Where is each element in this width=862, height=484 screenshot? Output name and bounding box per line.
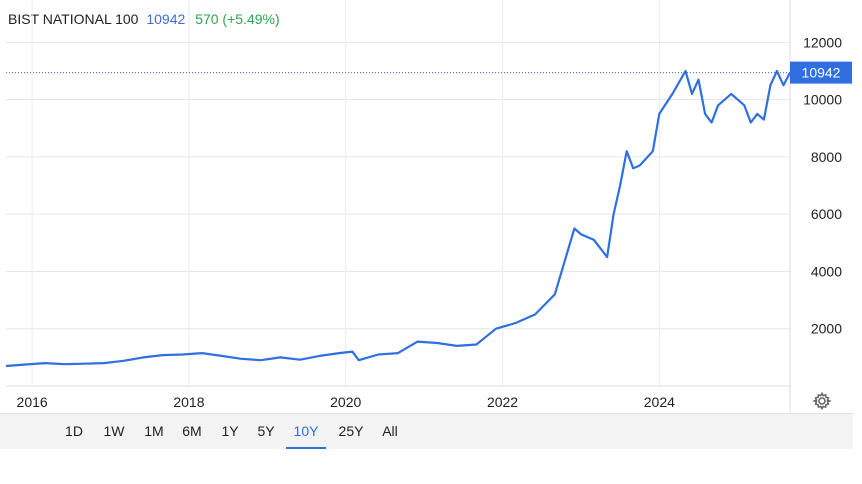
range-button-all[interactable]: All: [382, 423, 398, 439]
price-change: 570 (+5.49%): [195, 11, 280, 27]
gridlines: [6, 0, 791, 413]
y-axis-ticks: 2000 4000 6000 8000 10000 12000: [803, 34, 842, 336]
y-tick-label: 8000: [811, 149, 842, 165]
range-button-1d[interactable]: 1D: [65, 423, 83, 439]
x-axis-ticks: 2016 2018 2020 2022 2024: [17, 394, 676, 410]
x-tick-label: 2022: [487, 394, 518, 410]
y-tick-label: 4000: [811, 263, 842, 279]
chart-header: BIST NATIONAL 100 10942 570 (+5.49%): [8, 11, 280, 27]
y-tick-label: 2000: [811, 321, 842, 337]
last-price: 10942: [146, 11, 186, 27]
x-tick-label: 2018: [173, 394, 204, 410]
range-button-10y[interactable]: 10Y: [286, 414, 326, 449]
range-selector: 1D 1W 1M 6M 1Y 5Y 10Y 25Y All: [0, 413, 853, 449]
series-layer: [5, 69, 791, 368]
x-tick-label: 2020: [330, 394, 361, 410]
last-value-badge: 10942: [6, 61, 852, 84]
range-button-1y[interactable]: 1Y: [221, 423, 239, 439]
range-button-1m[interactable]: 1M: [144, 423, 164, 439]
x-tick-label: 2016: [17, 394, 48, 410]
series-line: [5, 69, 791, 368]
x-tick-label: 2024: [644, 394, 675, 410]
y-tick-label: 6000: [811, 206, 842, 222]
last-value-badge-bg: [790, 61, 852, 84]
range-button-5y[interactable]: 5Y: [257, 423, 275, 439]
last-value-label: 10942: [802, 65, 841, 81]
index-name: BIST NATIONAL 100: [8, 11, 139, 27]
y-tick-label: 12000: [803, 34, 842, 50]
gear-icon[interactable]: [812, 391, 832, 411]
range-button-1w[interactable]: 1W: [103, 423, 125, 439]
range-button-6m[interactable]: 6M: [182, 423, 202, 439]
y-tick-label: 10000: [803, 92, 842, 108]
range-button-25y[interactable]: 25Y: [338, 423, 364, 439]
